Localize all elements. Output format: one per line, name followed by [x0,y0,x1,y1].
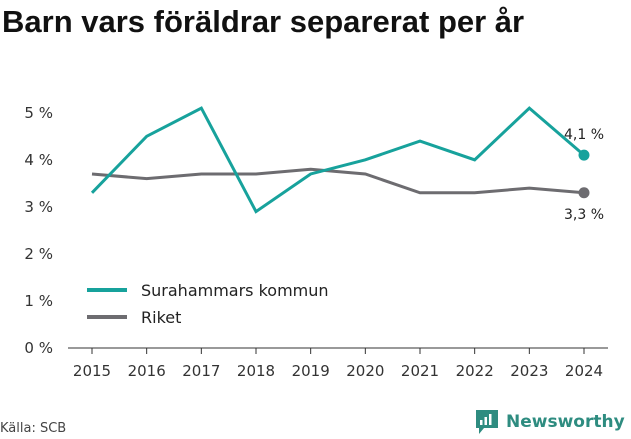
brand-name: Newsworthy [506,412,625,432]
page-title: Barn vars föräldrar separerat per år [2,4,525,39]
series-end-point [578,149,590,161]
legend-label: Surahammars kommun [141,281,329,300]
x-tick-label: 2024 [565,362,603,380]
brand-logo[interactable]: Newsworthy [474,408,625,436]
series-end-label: 4,1 % [564,127,604,143]
y-tick-label: 0 % [24,339,53,357]
newsworthy-logo-icon [476,410,498,434]
series-layer: 3,3 % 4,1 % [90,106,604,223]
legend-label: Riket [141,308,181,327]
x-tick-label: 2022 [456,362,494,380]
series-end-point [578,187,590,199]
series-line-riket [91,167,585,195]
y-axis: 0 % 1 % 2 % 3 % 4 % 5 % [24,104,53,357]
series-line-surahammar [90,106,585,214]
x-tick-label: 2020 [346,362,384,380]
legend: Surahammars kommun Riket [87,281,329,327]
y-tick-label: 3 % [24,198,53,216]
y-tick-label: 5 % [24,104,53,122]
y-tick-label: 2 % [24,245,53,263]
source-note: Källa: SCB [0,421,67,436]
x-tick-label: 2019 [292,362,330,380]
series-end-label: 3,3 % [564,207,604,223]
y-tick-label: 1 % [24,292,53,310]
x-tick-label: 2021 [401,362,439,380]
x-tick-label: 2016 [128,362,166,380]
x-tick-label: 2015 [73,362,111,380]
x-axis: 2015 2016 2017 2018 2019 2020 2021 2022 2023 2024 [68,347,608,380]
x-tick-label: 2023 [510,362,548,380]
x-tick-label: 2018 [237,362,275,380]
x-tick-label: 2017 [182,362,220,380]
y-tick-label: 4 % [24,151,53,169]
